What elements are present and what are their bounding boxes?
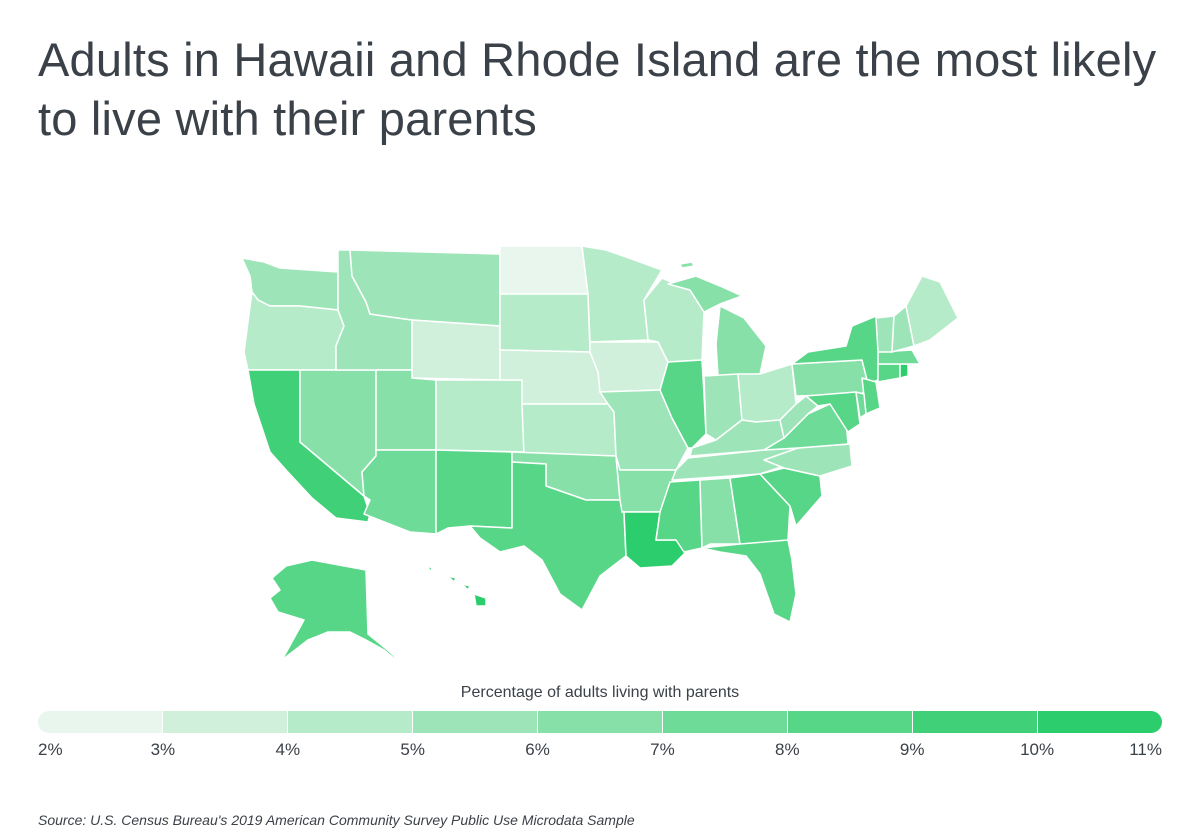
legend-swatch	[538, 711, 663, 733]
legend-tick-label: 7%	[650, 740, 675, 759]
legend-ticks: 2% 3% 4% 5% 6% 7% 8% 9% 10% 11%	[38, 740, 1162, 764]
legend-tick-label: 6%	[525, 740, 550, 759]
state-iowa[interactable]	[589, 341, 669, 393]
state-texas[interactable]	[469, 461, 627, 611]
legend-tick-label: 3%	[150, 740, 176, 759]
state-south-dakota[interactable]	[499, 293, 591, 353]
legend-tick-label: 11%	[1129, 740, 1162, 759]
state-hawaii[interactable]	[473, 593, 487, 607]
state-alaska[interactable]	[269, 559, 409, 671]
state-north-dakota[interactable]	[499, 245, 589, 295]
legend-swatch	[413, 711, 538, 733]
state-wyoming[interactable]	[411, 319, 501, 381]
state-delaware[interactable]	[855, 391, 867, 419]
state-massachusetts[interactable]	[877, 349, 921, 365]
legend-swatch	[913, 711, 1038, 733]
state-montana[interactable]	[349, 249, 501, 327]
legend-tick-label: 8%	[775, 740, 800, 759]
state-michigan-islands[interactable]	[679, 261, 695, 269]
state-hawaii-islands[interactable]	[427, 565, 471, 591]
page-title: Adults in Hawaii and Rhode Island are th…	[38, 33, 1157, 145]
legend-tick-label: 5%	[400, 740, 425, 759]
state-rhode-island[interactable]	[899, 363, 909, 379]
legend-swatch	[163, 711, 288, 733]
state-arizona[interactable]	[361, 449, 437, 535]
state-pennsylvania[interactable]	[791, 359, 869, 397]
source-note: Source: U.S. Census Bureau's 2019 Americ…	[38, 812, 635, 828]
state-connecticut[interactable]	[877, 363, 901, 383]
state-maine[interactable]	[905, 275, 959, 347]
state-colorado[interactable]	[435, 379, 525, 453]
state-vermont[interactable]	[875, 315, 895, 353]
state-kansas[interactable]	[521, 403, 617, 457]
legend-color-scale	[38, 711, 1162, 733]
state-michigan-upper[interactable]	[667, 275, 743, 313]
us-choropleth-map	[230, 230, 970, 680]
legend-tick-label: 2%	[38, 740, 63, 759]
state-florida[interactable]	[701, 539, 797, 623]
legend-tick-label: 10%	[1020, 740, 1055, 759]
legend-tick-label: 9%	[899, 740, 925, 759]
state-alabama[interactable]	[699, 477, 741, 549]
legend-tick-label: 4%	[275, 740, 301, 759]
legend-swatch	[38, 711, 163, 733]
legend-swatch	[788, 711, 913, 733]
legend-swatch	[288, 711, 413, 733]
legend-title: Percentage of adults living with parents	[460, 684, 740, 701]
legend-swatch	[1038, 711, 1162, 733]
state-utah[interactable]	[375, 369, 437, 451]
state-michigan-lower[interactable]	[715, 305, 767, 377]
legend-swatch	[663, 711, 788, 733]
state-new-mexico[interactable]	[435, 449, 513, 535]
